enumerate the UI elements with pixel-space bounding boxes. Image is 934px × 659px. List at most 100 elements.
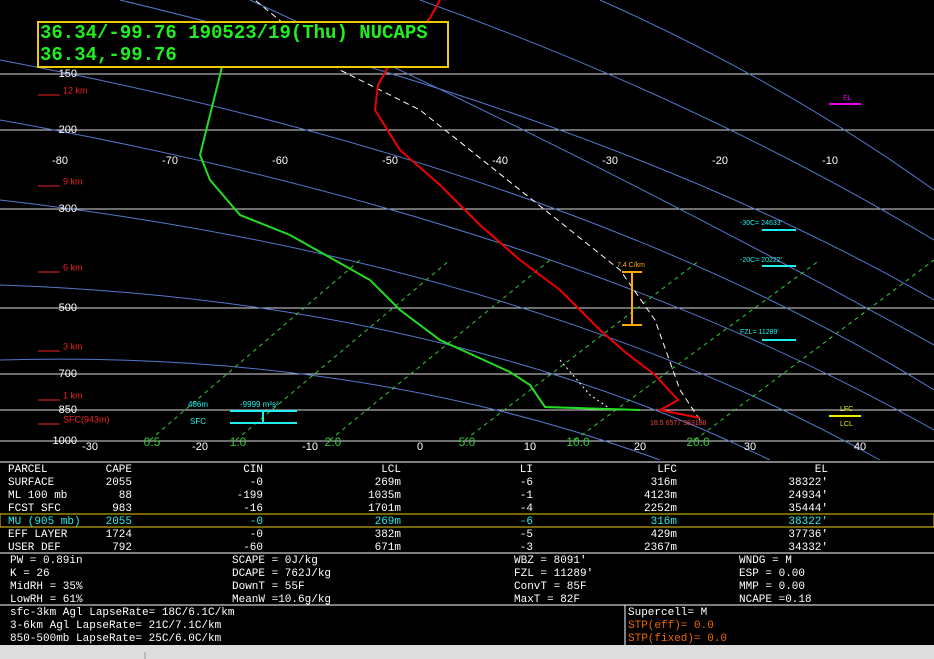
title-line: 36.34/-99.76 190523/19(Thu) NUCAPS	[40, 22, 428, 44]
temperature-label: 0	[417, 441, 423, 453]
lfc-label: LFC	[840, 406, 853, 413]
temperature-label: -30	[82, 441, 98, 453]
table-cell: -16	[243, 503, 263, 515]
mixing-line	[235, 259, 451, 441]
adiabat	[0, 119, 934, 431]
table-cell: 34332'	[788, 542, 828, 554]
isobars	[0, 73, 934, 442]
table-cell: SURFACE	[8, 477, 55, 489]
adiabat	[0, 199, 881, 461]
adiabat	[0, 358, 661, 461]
adiabat	[0, 284, 771, 461]
title-box	[37, 21, 449, 68]
mixing-ratio-label: 1.0	[230, 435, 247, 449]
table-cell: 2055	[106, 477, 132, 489]
table-cell: 792	[112, 542, 132, 554]
index-value: ESP = 0.00	[739, 568, 805, 580]
table-header: CIN	[243, 464, 263, 476]
table-cell: 88	[119, 490, 132, 502]
index-value: K = 26	[10, 568, 50, 580]
pressure-label: 700	[59, 368, 77, 380]
srh-label: -9999 m²s²	[240, 400, 279, 409]
pressure-label: 1000	[53, 435, 77, 447]
index-value: PW = 0.89in	[10, 555, 83, 567]
table-cell: USER DEF	[8, 542, 61, 554]
index-value: LowRH = 61%	[10, 594, 83, 606]
dry-adiabats	[0, 0, 934, 461]
index-value: NCAPE =0.18	[739, 594, 812, 606]
severe-param: STP(eff)= 0.0	[628, 620, 714, 632]
pressure-label: 200	[59, 124, 77, 136]
index-value: DCAPE = 762J/kg	[232, 568, 331, 580]
el-label: EL	[843, 95, 852, 102]
table-cell: -60	[243, 542, 263, 554]
severe-param: STP(fixed)= 0.0	[628, 633, 727, 645]
annotation-marks	[230, 103, 861, 424]
table-cell: 316m	[651, 516, 678, 528]
table-header: LCL	[381, 464, 401, 476]
mixing-ratio-label: 20.0	[686, 435, 710, 449]
sfc-label: SFC	[190, 417, 206, 426]
index-value: ConvT = 85F	[514, 581, 587, 593]
table-cell: -0	[250, 516, 263, 528]
mixing-ratio-label: 2.0	[325, 435, 342, 449]
temperature-label: -10	[302, 441, 318, 453]
downdraft-trace	[559, 359, 613, 411]
index-value: MidRH = 35%	[10, 581, 83, 593]
table-cell: 38322'	[788, 516, 828, 528]
temperature-label: 10	[524, 441, 536, 453]
table-cell: 269m	[375, 477, 402, 489]
height-label: 9 km	[63, 176, 83, 186]
table-cell: -6	[520, 477, 533, 489]
srh-depth-label: 486m	[188, 400, 208, 409]
table-cell: -4	[520, 503, 534, 515]
height-label: SFC(943m)	[63, 414, 110, 424]
isotherm-label: -80	[52, 155, 68, 167]
table-cell: 4123m	[644, 490, 677, 502]
table-header: LI	[520, 464, 533, 476]
table-cell: 38322'	[788, 477, 828, 489]
table-cell: -0	[250, 529, 263, 541]
table-cell: -1	[520, 490, 534, 502]
mixing-ratio-label: 10.0	[566, 435, 590, 449]
table-header: EL	[815, 464, 828, 476]
table-cell: -3	[520, 542, 533, 554]
table-header: PARCEL	[8, 464, 48, 476]
index-value: SCAPE = 0J/kg	[232, 555, 318, 567]
table-cell: 24934'	[788, 490, 828, 502]
pressure-label: 300	[59, 203, 77, 215]
mixing-ratio-label: 5.0	[459, 435, 476, 449]
table-cell: -6	[520, 516, 533, 528]
table-cell: 269m	[375, 516, 402, 528]
mu-row-box	[0, 513, 934, 528]
isotherm-label: -50	[382, 155, 398, 167]
adiabat	[419, 0, 934, 241]
table-cell: -5	[520, 529, 533, 541]
table-cell: 429m	[651, 529, 678, 541]
level-label: -30C= 24633'	[740, 220, 782, 227]
isotherm-label: -70	[162, 155, 178, 167]
index-value: WBZ = 8091'	[514, 555, 587, 567]
table-cell: MU (905 mb)	[8, 516, 81, 528]
mixing-line	[464, 259, 701, 441]
temperature-label: -20	[192, 441, 208, 453]
adiabat	[599, 0, 934, 191]
table-cell: 1724	[106, 529, 133, 541]
isotherm-label: -10	[822, 155, 838, 167]
height-label: 6 km	[63, 262, 83, 272]
index-value: MeanW =10.6g/kg	[232, 594, 331, 606]
isotherm-label: -60	[272, 155, 288, 167]
status-bar	[0, 645, 934, 659]
lapse-rate: sfc-3km Agl LapseRate= 18C/6.1C/km	[10, 607, 235, 619]
table-cell: 2367m	[644, 542, 677, 554]
table-header: CAPE	[106, 464, 133, 476]
table-header: LFC	[657, 464, 677, 476]
lapse-label: 7.4 C/km	[617, 262, 645, 269]
parcel-trace	[254, 0, 701, 421]
table-cell: 1035m	[368, 490, 401, 502]
temperature-label: 40	[854, 441, 866, 453]
index-value: DownT = 55F	[232, 581, 305, 593]
index-value: MMP = 0.00	[739, 581, 805, 593]
pressure-label: 150	[59, 68, 77, 80]
